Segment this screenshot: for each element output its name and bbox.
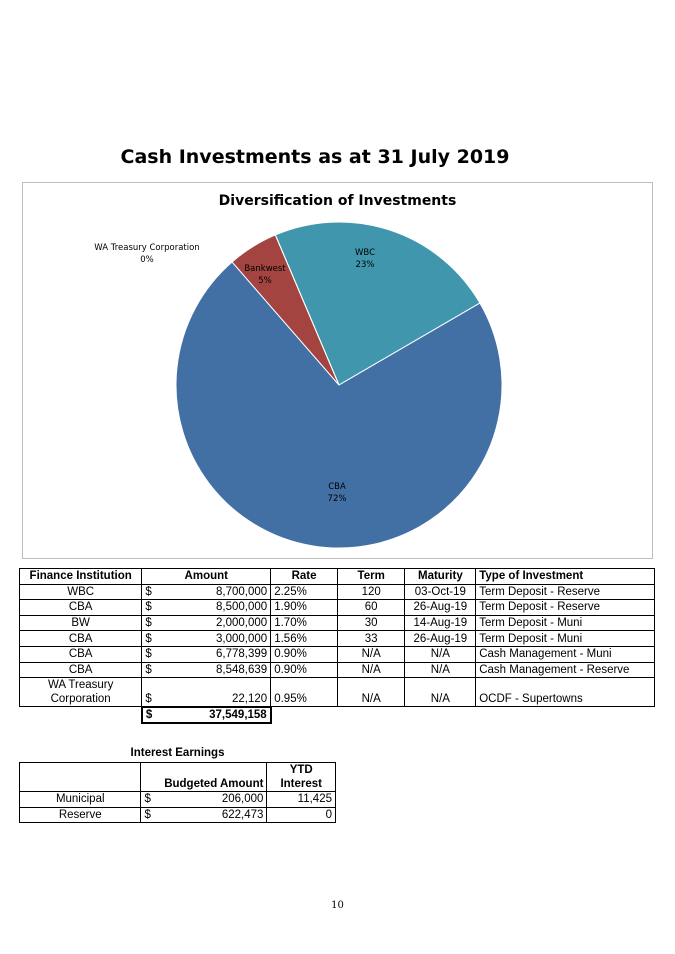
term-cell: N/A bbox=[336, 645, 406, 663]
table-row: Municipal $ 206,000 11,425 bbox=[18, 791, 336, 808]
institution-cell: CBA bbox=[18, 645, 143, 663]
table-header-row: Finance Institution Amount Rate Term Mat… bbox=[18, 568, 655, 585]
institution-line-1: WA Treasury bbox=[47, 679, 114, 692]
slice-label-wa-treasury: WA Treasury Corporation 0% bbox=[94, 243, 200, 265]
currency-cell: $ bbox=[141, 630, 163, 647]
header-maturity: Maturity bbox=[404, 568, 477, 585]
interest-label-cell: Municipal bbox=[18, 791, 142, 808]
ytd-cell: 11,425 bbox=[266, 791, 336, 808]
table-row: WBC $ 8,700,000 2.25% 120 03-Oct-19 Term… bbox=[18, 583, 655, 601]
rate-cell: 1.70% bbox=[270, 614, 338, 632]
currency-cell: $ bbox=[141, 583, 163, 601]
institution-cell: CBA bbox=[18, 630, 143, 647]
rate-cell: 1.90% bbox=[270, 599, 338, 616]
amount-cell: 6,778,399 bbox=[162, 645, 272, 663]
budgeted-cell: 622,473 bbox=[161, 806, 268, 824]
term-cell: N/A bbox=[336, 677, 406, 708]
institution-cell: WA Treasury Corporation bbox=[18, 677, 143, 708]
table-row: WA Treasury Corporation $ 22,120 0.95% N… bbox=[18, 677, 655, 708]
table-row: Reserve $ 622,473 0 bbox=[18, 806, 336, 824]
type-cell: OCDF - Supertowns bbox=[475, 677, 655, 708]
header-amount: Amount bbox=[141, 568, 272, 585]
maturity-cell: 26-Aug-19 bbox=[404, 599, 477, 616]
currency-cell: $ bbox=[141, 599, 163, 616]
slice-label-wbc: WBC 23% bbox=[354, 248, 376, 270]
currency-cell: $ bbox=[141, 677, 163, 708]
table-row: BW $ 2,000,000 1.70% 30 14-Aug-19 Term D… bbox=[18, 614, 655, 632]
rate-cell: 1.56% bbox=[270, 630, 338, 647]
institution-cell: WBC bbox=[18, 583, 143, 601]
maturity-cell: N/A bbox=[404, 645, 477, 663]
amount-cell: 8,700,000 bbox=[162, 583, 272, 601]
maturity-cell: N/A bbox=[404, 661, 477, 679]
rate-cell: 2.25% bbox=[270, 583, 338, 601]
amount-cell: 2,000,000 bbox=[162, 614, 272, 632]
amount-cell: 3,000,000 bbox=[162, 630, 272, 647]
total-currency: $ bbox=[140, 705, 163, 725]
type-cell: Term Deposit - Muni bbox=[475, 630, 655, 647]
amount-cell: 8,548,639 bbox=[162, 661, 272, 679]
header-type: Type of Investment bbox=[475, 568, 655, 585]
currency-cell: $ bbox=[140, 806, 162, 824]
maturity-cell: 26-Aug-19 bbox=[404, 630, 477, 647]
pie-slice-wbc bbox=[274, 221, 481, 386]
table-row: CBA $ 8,548,639 0.90% N/A N/A Cash Manag… bbox=[18, 661, 655, 679]
pie-slice-cba bbox=[175, 261, 503, 549]
type-cell: Term Deposit - Reserve bbox=[475, 599, 655, 616]
header-rate: Rate bbox=[270, 568, 338, 585]
investments-table: Finance Institution Amount Rate Term Mat… bbox=[18, 568, 655, 725]
interest-label-cell: Reserve bbox=[18, 806, 142, 824]
total-amount: 37,549,158 bbox=[162, 705, 272, 725]
page-title: Cash Investments as at 31 July 2019 bbox=[120, 146, 510, 168]
term-cell: N/A bbox=[336, 661, 406, 679]
pie-chart: Diversification of Investments CBA 72% W… bbox=[22, 182, 653, 559]
interest-table: Budgeted Amount YTD Interest Municipal $… bbox=[18, 762, 336, 824]
currency-cell: $ bbox=[141, 645, 163, 663]
term-cell: 60 bbox=[336, 599, 406, 616]
type-cell: Term Deposit - Reserve bbox=[475, 583, 655, 601]
header-budgeted: Budgeted Amount bbox=[140, 762, 268, 792]
interest-caption: Interest Earnings bbox=[130, 747, 225, 759]
type-cell: Term Deposit - Muni bbox=[475, 614, 655, 632]
total-row: $ 37,549,158 bbox=[20, 705, 655, 725]
table-row: CBA $ 8,500,000 1.90% 60 26-Aug-19 Term … bbox=[18, 599, 655, 616]
slice-label-bankwest: Bankwest 5% bbox=[244, 264, 286, 286]
institution-cell: CBA bbox=[18, 599, 143, 616]
maturity-cell: 03-Oct-19 bbox=[404, 583, 477, 601]
header-institution: Finance Institution bbox=[18, 568, 143, 585]
table-row: CBA $ 6,778,399 0.90% N/A N/A Cash Manag… bbox=[18, 645, 655, 663]
interest-header-row: Budgeted Amount YTD Interest bbox=[18, 762, 336, 792]
header-ytd-interest: YTD Interest bbox=[266, 762, 336, 792]
institution-cell: CBA bbox=[18, 661, 143, 679]
rate-cell: 0.90% bbox=[270, 645, 338, 663]
ytd-cell: 0 bbox=[266, 806, 336, 824]
type-cell: Cash Management - Reserve bbox=[475, 661, 655, 679]
maturity-cell: N/A bbox=[404, 677, 477, 708]
page-number: 10 bbox=[331, 900, 344, 911]
chart-title: Diversification of Investments bbox=[218, 193, 457, 209]
term-cell: 120 bbox=[336, 583, 406, 601]
term-cell: 33 bbox=[336, 630, 406, 647]
currency-cell: $ bbox=[140, 791, 162, 808]
rate-cell: 0.90% bbox=[270, 661, 338, 679]
amount-cell: 22,120 bbox=[162, 677, 272, 708]
type-cell: Cash Management - Muni bbox=[475, 645, 655, 663]
term-cell: 30 bbox=[336, 614, 406, 632]
table-row: CBA $ 3,000,000 1.56% 33 26-Aug-19 Term … bbox=[18, 630, 655, 647]
maturity-cell: 14-Aug-19 bbox=[404, 614, 477, 632]
budgeted-cell: 206,000 bbox=[161, 791, 268, 808]
currency-cell: $ bbox=[141, 661, 163, 679]
currency-cell: $ bbox=[141, 614, 163, 632]
rate-cell: 0.95% bbox=[270, 677, 338, 708]
amount-cell: 8,500,000 bbox=[162, 599, 272, 616]
institution-line-2: Corporation bbox=[50, 693, 111, 706]
header-term: Term bbox=[336, 568, 406, 585]
pie-svg bbox=[175, 221, 503, 549]
pie-slice-wa-treasury-corporation bbox=[274, 234, 340, 386]
institution-cell: BW bbox=[18, 614, 143, 632]
slice-label-cba: CBA 72% bbox=[327, 482, 347, 504]
